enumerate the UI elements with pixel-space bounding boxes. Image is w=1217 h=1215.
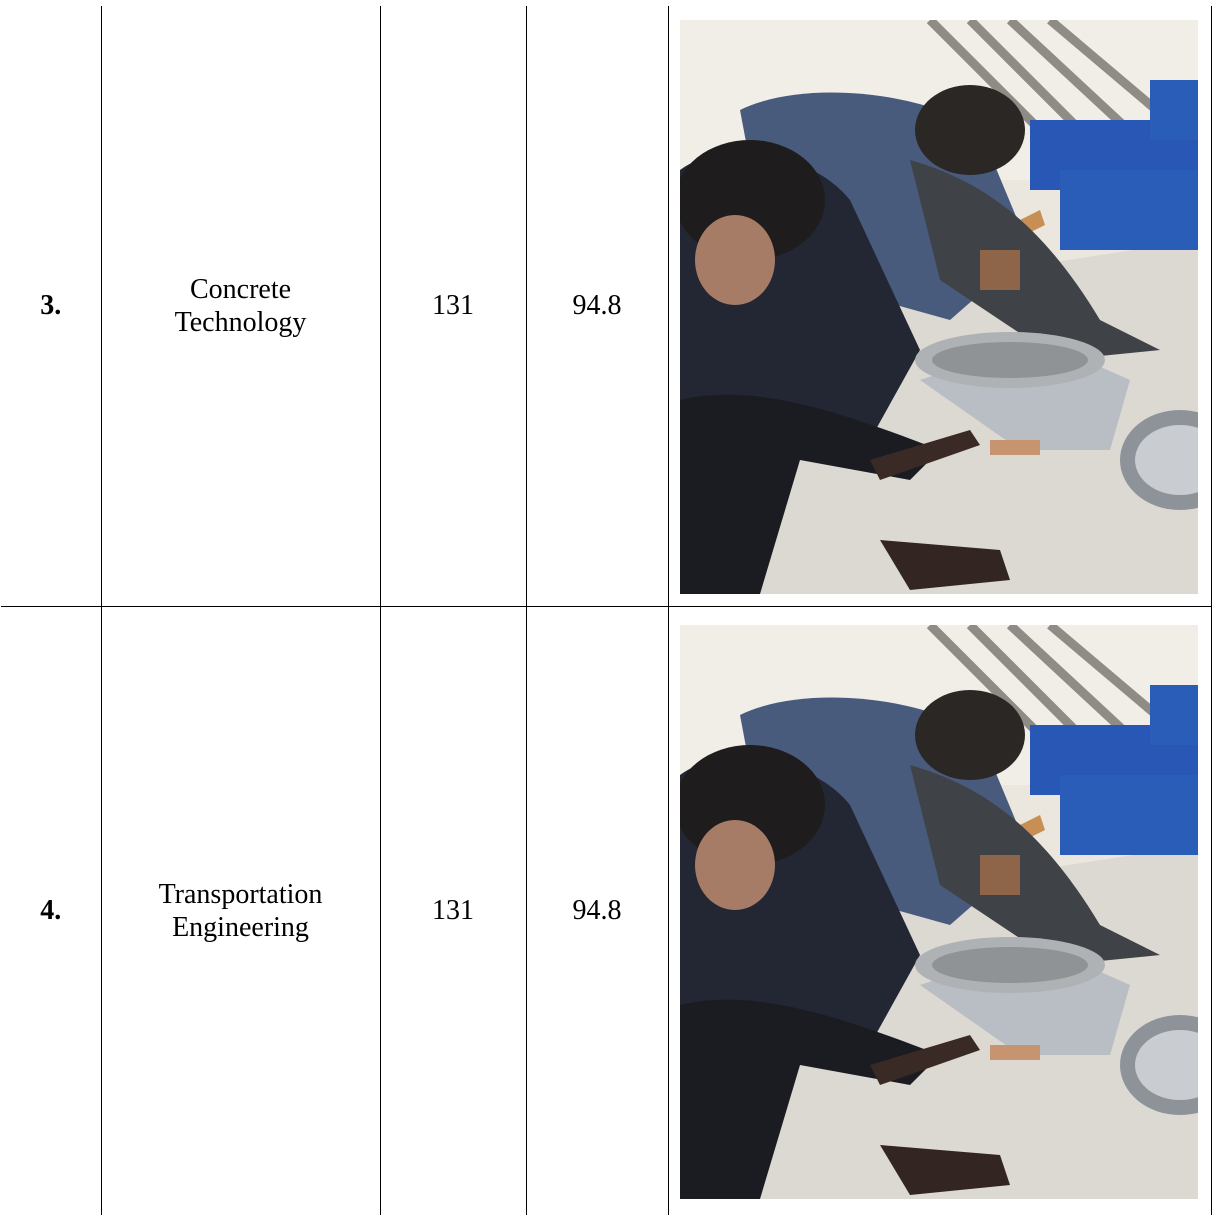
pass-percentage: 94.8 [573, 290, 622, 321]
serial-number-cell: 3. [1, 6, 101, 607]
subject-name: Transportation Engineering [102, 878, 380, 944]
lab-activity-photo [680, 625, 1198, 1199]
students-cell: 131 [380, 6, 526, 607]
students-count: 131 [432, 290, 474, 321]
students-cell: 131 [380, 607, 526, 1215]
subject-name: Concrete Technology [102, 273, 380, 339]
results-table: 3. Concrete Technology 131 94.8 4. Trans… [1, 6, 1212, 1215]
pass-percentage: 94.8 [573, 895, 622, 926]
subject-line: Engineering [102, 911, 380, 944]
serial-number-cell: 4. [1, 607, 101, 1215]
percentage-cell: 94.8 [526, 6, 668, 607]
subject-cell: Transportation Engineering [101, 607, 380, 1215]
photo-cell [668, 6, 1211, 607]
percentage-cell: 94.8 [526, 607, 668, 1215]
subject-cell: Concrete Technology [101, 6, 380, 607]
subject-line: Concrete [102, 273, 380, 306]
subject-line: Transportation [102, 878, 380, 911]
serial-number: 4. [40, 895, 61, 926]
table-row: 3. Concrete Technology 131 94.8 [1, 6, 1211, 607]
table-row: 4. Transportation Engineering 131 94.8 [1, 607, 1211, 1215]
serial-number: 3. [40, 290, 61, 321]
lab-activity-photo [680, 20, 1198, 594]
subject-line: Technology [102, 306, 380, 339]
photo-cell [668, 607, 1211, 1215]
students-count: 131 [432, 895, 474, 926]
